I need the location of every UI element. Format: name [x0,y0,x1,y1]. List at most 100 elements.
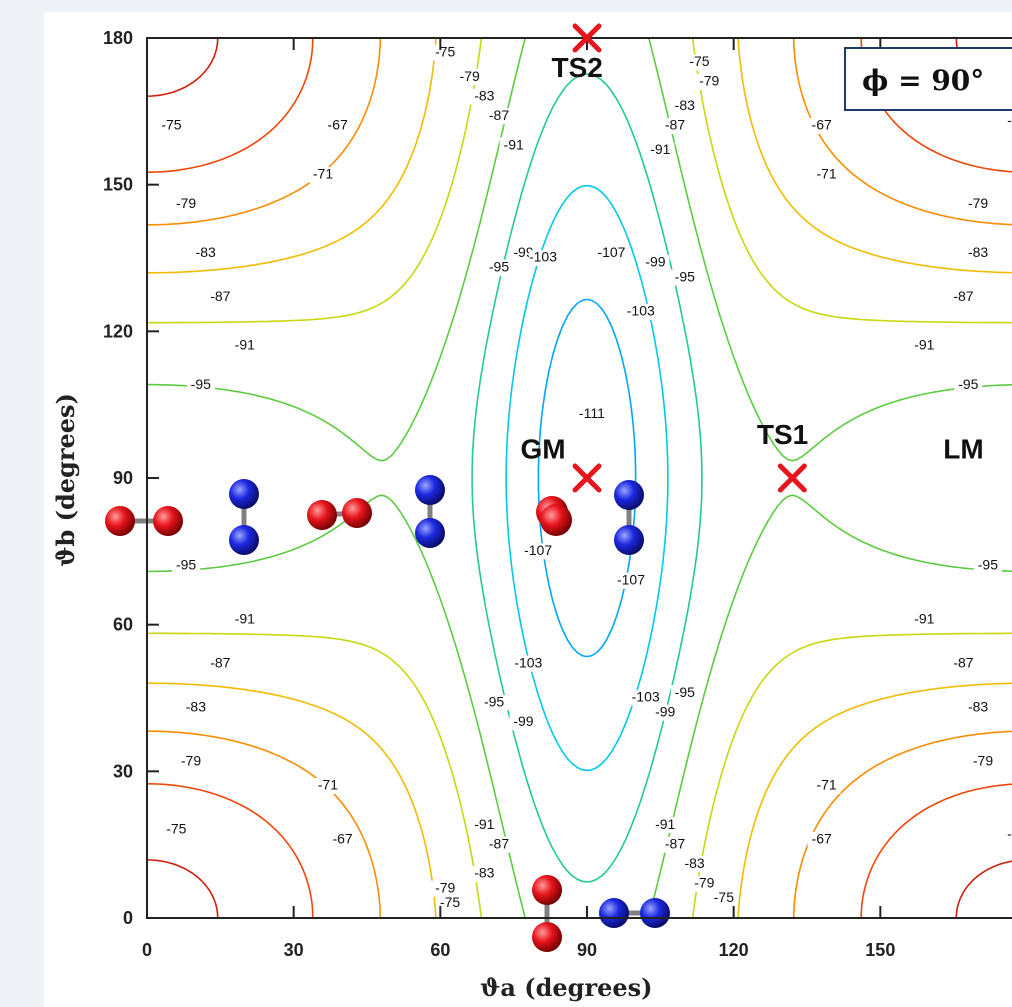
contour-label: -95 [958,376,978,392]
axis-ticks: 03060901201501800306090120150180 [103,28,1012,960]
phi-label: ϕ = 90° [862,64,984,97]
contour-label-background [964,245,993,262]
contour-label-background [230,611,259,628]
contour-label: -107 [597,244,625,260]
x-tick-label: 60 [430,940,450,960]
contour-label: -99 [655,703,675,719]
o2-molecule-vertical-bottom [532,875,562,952]
contour-label: -79 [699,73,719,89]
contour-label-background [646,142,675,159]
contour-label: -79 [694,874,714,890]
contour-label: -91 [914,610,934,626]
contour-label-background [661,836,689,853]
contour-label: -71 [318,777,338,793]
contour-label-background [964,196,993,213]
contour-label: -67 [812,117,832,133]
contour-label-background [670,269,699,286]
n2-molecule-gm [614,480,644,555]
contour-label: -75 [1007,826,1012,842]
contour-label-background [651,817,680,834]
contour-label: -67 [328,117,348,133]
o2-molecule-horizontal-middle [307,498,372,530]
contour-label: -107 [524,542,552,558]
o2-molecule-gm [536,496,572,536]
contour-label-background [172,558,201,574]
label-ts2: TS2 [552,52,603,83]
y-tick-label: 60 [113,615,133,635]
contour-label: -91 [235,337,255,353]
contour-label-background [685,54,714,71]
phi-label-box: ϕ = 90° [844,47,1012,111]
label-lm: LM [943,433,983,464]
contour-label: -67 [332,830,352,846]
contour-label-background [470,88,499,105]
contour-label: -99 [513,713,533,729]
contour-label-background [499,137,528,154]
contour-label: -75 [440,894,460,910]
contour-label-background [455,69,484,86]
x-tick-label: 150 [865,940,895,960]
x-tick-label: 30 [284,940,304,960]
contour-label: -83 [684,855,704,871]
contour-label-background [328,831,357,848]
contour-label: -87 [953,654,973,670]
contour-label-background [670,685,699,702]
contour-label: -79 [176,195,196,211]
o2-molecule-horizontal-left [105,506,183,536]
contour-label: -71 [816,777,836,793]
contour-label: -91 [504,136,524,152]
contour-label-background [910,338,939,354]
contour-label: -91 [650,141,670,157]
contour-label-background [641,254,670,271]
contour-label: -87 [210,654,230,670]
contour-label-background [206,655,235,672]
x-axis-label: ϑa (degrees) [480,973,653,1002]
contour-label: -91 [655,816,675,832]
contour-line-level-minus-83 [147,38,1012,918]
contour-label: -83 [675,97,695,113]
contour-label: -107 [617,571,645,587]
contour-label: -79 [460,68,480,84]
contour-label: -83 [968,244,988,260]
contour-label-background [812,778,841,794]
contour-label-background [949,289,978,306]
y-tick-label: 120 [103,321,133,341]
n2-molecule-vertical-left [229,479,259,555]
contour-label: -87 [489,107,509,123]
contour-label-background [1003,826,1012,843]
contour-label-background [191,245,220,262]
contour-label: -95 [191,376,211,392]
contour-label: -83 [474,87,494,103]
contour-label: -83 [186,698,206,714]
stationary-points: TS2 GM TS1 LM [520,23,984,493]
x-tick-label: 90 [577,940,597,960]
contour-label-background [709,890,738,907]
contour-label-background [509,714,538,731]
contour-label-background [812,166,841,183]
contour-label-background [1003,113,1012,130]
contour-label: -99 [645,254,665,270]
contour-labels: -75 -67-71-79-83-87-91-95-95-91-87-83-79-… [157,43,1012,912]
contour-label: -111 [579,405,605,421]
contour-label-background [186,377,215,394]
contour-label-background [431,880,460,897]
y-tick-label: 0 [123,908,133,928]
contour-label: -87 [953,288,973,304]
y-tick-label: 30 [113,761,133,781]
contour-label: -95 [675,268,695,284]
y-tick-label: 180 [103,28,133,48]
contour-label-background [162,822,191,838]
contour-label: -95 [675,684,695,700]
contour-label: -71 [816,166,836,182]
contour-label-background [631,690,660,706]
marker-ts2 [572,23,602,53]
contour-label: -79 [973,752,993,768]
contour-label: -75 [435,43,455,59]
figure-background [44,12,1012,1007]
contour-label-background [206,289,235,306]
contour-label-background [524,543,553,560]
contour-label: -75 [714,889,734,905]
contour-label-background [480,694,509,711]
contour-label-background [485,108,513,125]
contour-label-background [431,44,460,61]
